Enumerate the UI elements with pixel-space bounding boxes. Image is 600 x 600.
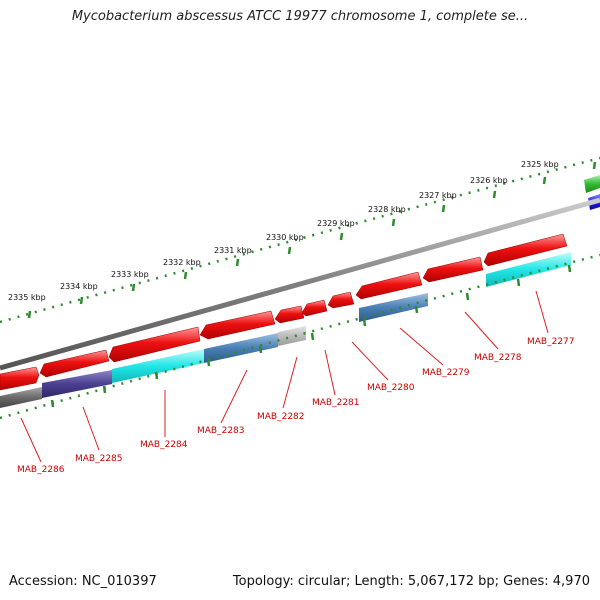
feature-block: [204, 333, 278, 363]
scale-label: 2326 kbp: [470, 176, 508, 185]
scale-labels: 2325 kbp 2326 kbp 2327 kbp 2328 kbp 2329…: [8, 160, 559, 302]
gene-label: MAB_2286: [17, 465, 65, 475]
scale-label: 2335 kbp: [8, 293, 46, 302]
scale-tick: [310, 332, 315, 341]
gene-arrow: [355, 271, 423, 300]
gene-arrow: [301, 299, 328, 317]
scale-label: 2331 kbp: [214, 246, 252, 255]
gene-label: MAB_2281: [312, 398, 360, 408]
scale-tick: [516, 278, 521, 287]
outer-major-ticks: [27, 161, 597, 319]
gene-arrow: [108, 326, 201, 363]
outer-scale-ring: [0, 156, 600, 324]
scale-tick: [492, 190, 497, 199]
scale-tick: [235, 258, 240, 267]
scale-label: 2333 kbp: [111, 270, 149, 279]
leader-line: [535, 290, 549, 334]
gene-label: MAB_2282: [257, 412, 305, 422]
label-leader-lines: [20, 290, 549, 463]
gene-label: MAB_2284: [140, 440, 188, 450]
scale-label: 2332 kbp: [163, 258, 201, 267]
gene-arrow: [327, 291, 355, 309]
scale-label: 2327 kbp: [419, 191, 457, 200]
scale-tick: [441, 204, 446, 213]
scale-tick: [154, 371, 159, 380]
leader-line: [220, 369, 248, 424]
scale-tick: [391, 218, 396, 227]
gene-labels: MAB_2277 MAB_2278 MAB_2279 MAB_2280 MAB_…: [17, 337, 575, 475]
gene-arrow: [199, 310, 276, 340]
scale-tick: [27, 310, 32, 319]
scale-label: 2329 kbp: [317, 219, 355, 228]
scale-label: 2325 kbp: [521, 160, 559, 169]
gene-arrow: [483, 233, 568, 267]
gene-label: MAB_2280: [367, 383, 415, 393]
gene-label: MAB_2279: [422, 368, 470, 378]
scale-tick: [131, 283, 136, 292]
map-title: Mycobacterium abscessus ATCC 19977 chrom…: [71, 9, 529, 24]
feature-block: [42, 370, 112, 398]
inner-dotted-ring: [0, 253, 600, 420]
scale-tick: [102, 385, 107, 394]
scale-tick: [258, 345, 263, 354]
gene-label: MAB_2277: [527, 337, 575, 347]
leader-line: [282, 356, 298, 409]
scale-tick: [287, 246, 292, 255]
scale-tick: [339, 232, 344, 241]
scale-tick: [592, 161, 597, 170]
gene-label: MAB_2283: [197, 426, 245, 436]
leader-line: [82, 406, 100, 451]
scale-tick: [414, 305, 419, 314]
feature-block: [486, 252, 571, 287]
feature-block: [278, 326, 306, 346]
leader-line: [20, 417, 42, 463]
chromosome-backbone: [0, 197, 600, 371]
scale-tick: [362, 318, 367, 327]
accession-text: Accession: NC_010397: [9, 574, 157, 589]
feature-block: [0, 387, 42, 408]
scale-label: 2328 kbp: [368, 205, 406, 214]
gene-arrow: [422, 256, 484, 283]
inner-scale-ring: [0, 253, 600, 420]
feature-block: [359, 293, 428, 322]
genome-summary-text: Topology: circular; Length: 5,067,172 bp…: [232, 574, 590, 589]
scale-tick: [206, 358, 211, 367]
green-feature: [584, 175, 600, 193]
gene-label: MAB_2285: [75, 454, 123, 464]
leader-line: [351, 341, 389, 381]
scale-tick: [50, 399, 55, 408]
scale-tick: [183, 271, 188, 280]
feature-block: [112, 349, 204, 383]
scale-label: 2334 kbp: [60, 282, 98, 291]
leader-line: [464, 311, 499, 350]
scale-tick: [567, 264, 572, 273]
scale-tick: [465, 292, 470, 301]
inner-major-ticks: [50, 264, 572, 408]
leader-line: [399, 327, 444, 366]
gene-arrow: [0, 366, 40, 391]
scale-tick: [79, 296, 84, 305]
leader-line: [324, 349, 336, 396]
inner-feature-track: [0, 252, 571, 408]
scale-tick: [542, 176, 547, 185]
gene-label: MAB_2278: [474, 353, 522, 363]
forward-strand-genes: [0, 233, 568, 391]
gene-arrow: [39, 349, 110, 378]
scale-label: 2330 kbp: [266, 233, 304, 242]
gene-arrow: [274, 305, 305, 324]
